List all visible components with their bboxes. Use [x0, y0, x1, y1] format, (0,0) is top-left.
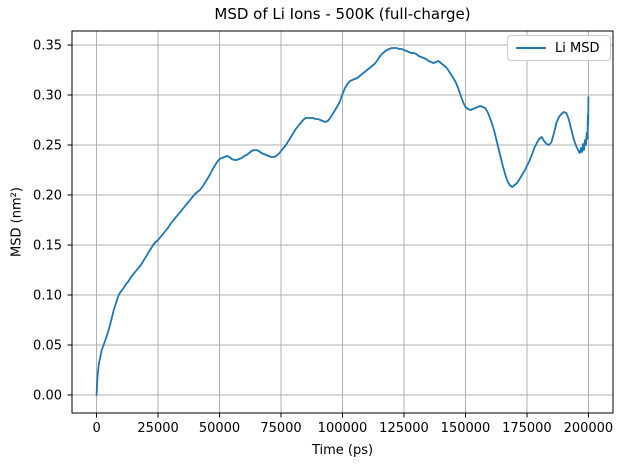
grid — [72, 31, 613, 413]
x-tick-label: 175000 — [502, 421, 552, 436]
y-tick-label: 0.30 — [33, 89, 62, 104]
legend: Li MSD — [507, 35, 611, 61]
legend-line-sample — [516, 47, 546, 49]
y-tick-label: 0.25 — [33, 139, 62, 154]
x-tick-label: 150000 — [441, 421, 491, 436]
axis-ticks — [67, 44, 589, 418]
y-tick-label: 0.20 — [33, 189, 62, 204]
x-tick-label: 25000 — [137, 421, 178, 436]
tick-labels: 0 25000 50000 75000 100000 125000 150000 175000… — [33, 39, 613, 437]
y-tick-label: 0.35 — [33, 39, 62, 54]
y-tick-label: 0.15 — [33, 239, 62, 254]
chart-title: MSD of Li Ions - 500K (full-charge) — [214, 5, 471, 23]
y-tick-label: 0.05 — [33, 339, 62, 354]
x-axis-label: Time (ps) — [311, 443, 374, 458]
msd-line — [95, 47, 590, 396]
y-axis-label: MSD (nm²) — [9, 187, 25, 257]
y-tick-label: 0.10 — [33, 289, 62, 304]
x-tick-label: 75000 — [260, 421, 301, 436]
y-tick-label: 0.00 — [33, 389, 62, 404]
x-tick-label: 100000 — [318, 421, 368, 436]
x-tick-label: 50000 — [199, 421, 240, 436]
x-tick-label: 0 — [92, 421, 100, 436]
x-tick-label: 200000 — [564, 421, 614, 436]
legend-label: Li MSD — [555, 40, 600, 56]
axes-spines — [71, 30, 614, 414]
x-tick-label: 125000 — [379, 421, 429, 436]
